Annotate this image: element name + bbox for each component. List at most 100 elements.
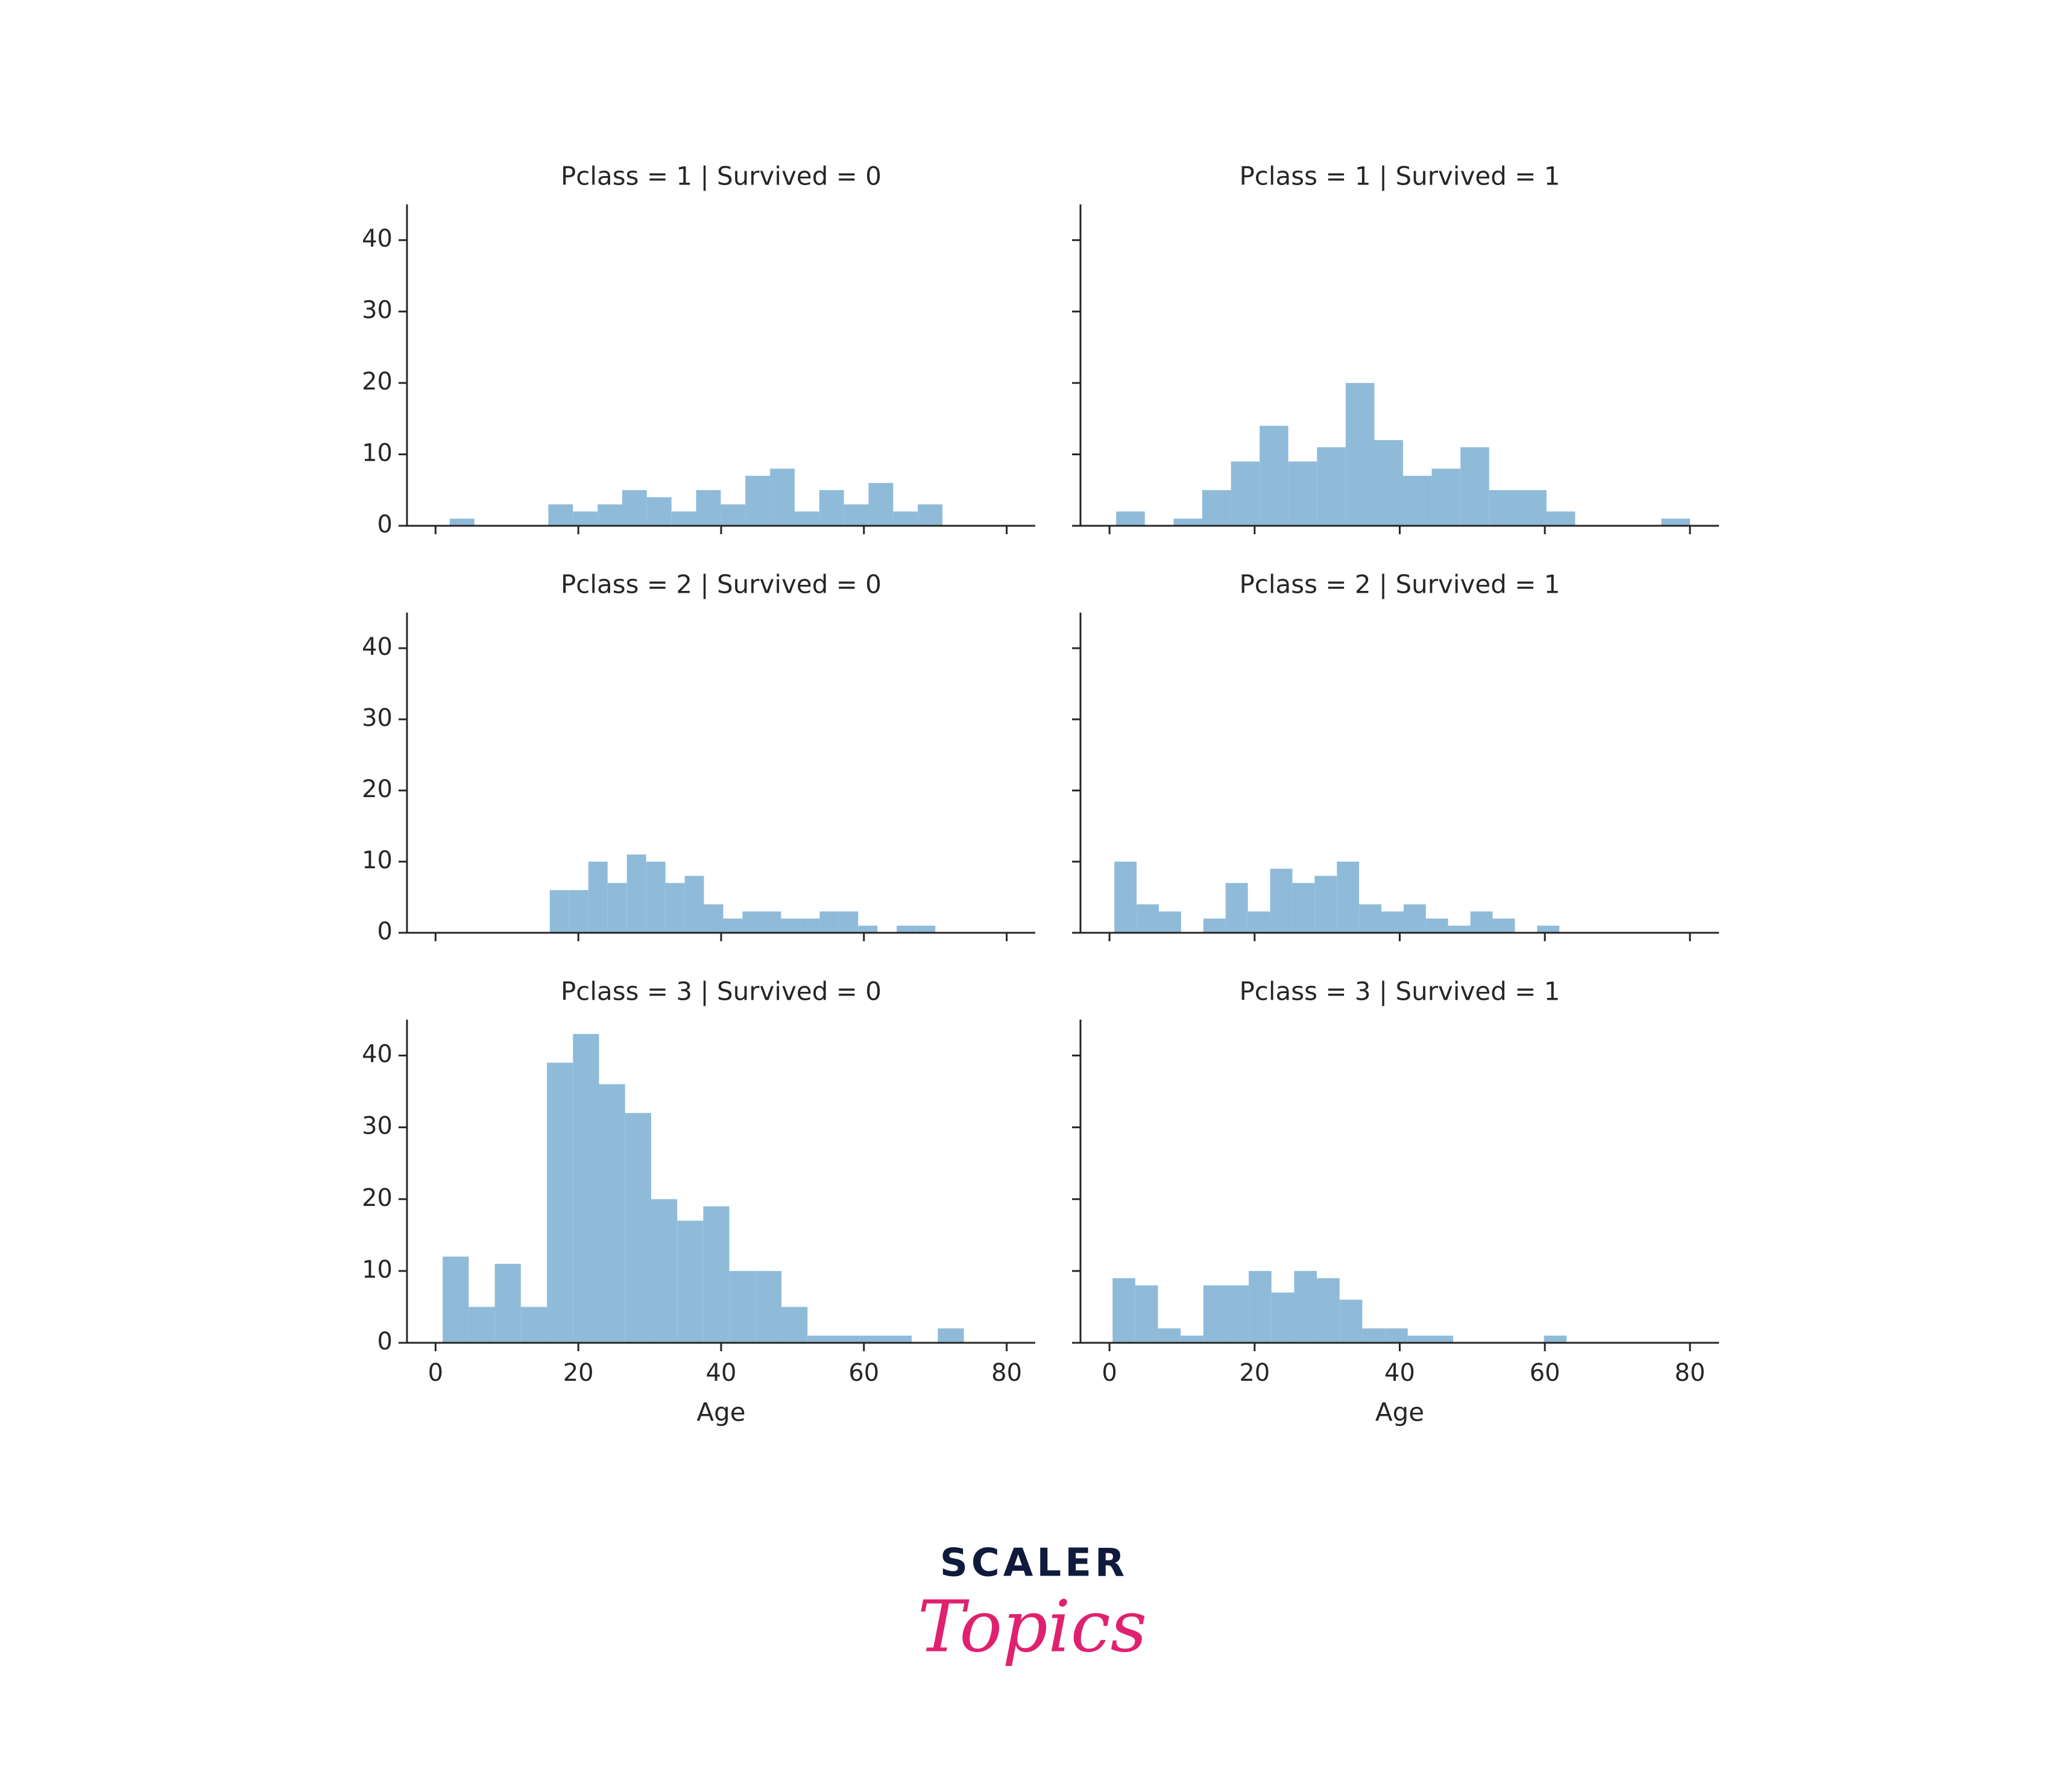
histogram-bar bbox=[573, 1033, 599, 1343]
histogram-bar bbox=[573, 511, 598, 526]
histogram-bar bbox=[1249, 1270, 1272, 1343]
x-axis-label: Age bbox=[696, 1398, 745, 1427]
histogram-bar bbox=[1203, 918, 1226, 933]
histogram-bar bbox=[800, 918, 820, 933]
histogram-bar bbox=[1226, 1285, 1249, 1343]
histogram-bar bbox=[1537, 926, 1560, 933]
histogram-bar bbox=[1317, 447, 1346, 526]
histogram-bar bbox=[1317, 1278, 1340, 1343]
histogram-bar bbox=[897, 926, 916, 933]
y-tick-label: 10 bbox=[362, 440, 393, 467]
x-tick-label: 60 bbox=[848, 1359, 879, 1387]
histogram-bar bbox=[1202, 490, 1231, 526]
subplot: Pclass = 1 | Survived = 1 bbox=[1072, 162, 1719, 534]
histogram-bar bbox=[781, 1307, 808, 1343]
histogram-bar bbox=[1492, 918, 1515, 933]
y-tick-label: 10 bbox=[362, 847, 393, 874]
histogram-bar bbox=[794, 511, 819, 526]
x-tick-label: 40 bbox=[1384, 1359, 1415, 1387]
histogram-bar bbox=[646, 862, 666, 933]
histogram-bar bbox=[745, 476, 771, 526]
histogram-bar bbox=[781, 918, 801, 933]
x-axis-label: Age bbox=[1375, 1398, 1424, 1427]
histogram-bar bbox=[1231, 461, 1260, 526]
logo-script: Topics bbox=[918, 1585, 1147, 1668]
histogram-bar bbox=[468, 1307, 495, 1343]
histogram-bar bbox=[807, 1336, 834, 1343]
histogram-bar bbox=[443, 1257, 469, 1343]
histogram-bar bbox=[1448, 926, 1471, 933]
x-tick-label: 80 bbox=[991, 1359, 1022, 1387]
histogram-bar bbox=[770, 469, 795, 526]
y-tick-label: 40 bbox=[362, 633, 393, 661]
histogram-bar bbox=[1518, 490, 1547, 526]
histogram-bar bbox=[1114, 862, 1137, 933]
histogram-bar bbox=[1112, 1278, 1135, 1343]
subplot: Pclass = 3 | Survived = 1 0 20 40 60 80 Age bbox=[1072, 977, 1719, 1427]
histogram-bar bbox=[723, 918, 743, 933]
logo: SCALER Topics bbox=[918, 1541, 1147, 1668]
y-tick-label: 10 bbox=[362, 1256, 393, 1284]
histogram-bar bbox=[1381, 911, 1404, 933]
histogram-bar bbox=[839, 911, 859, 933]
y-tick-label: 0 bbox=[377, 511, 393, 538]
histogram-bar bbox=[651, 1199, 678, 1343]
histogram-bar bbox=[755, 1270, 782, 1343]
x-tick-label: 40 bbox=[706, 1359, 737, 1387]
histogram-bar bbox=[696, 490, 721, 526]
histogram-bar bbox=[1430, 1336, 1454, 1343]
histogram-bar bbox=[520, 1307, 547, 1343]
histogram-bar bbox=[1158, 1328, 1181, 1343]
subplot: Pclass = 1 | Survived = 0 0 10 20 30 40 bbox=[362, 162, 1035, 538]
histogram-bar bbox=[742, 911, 762, 933]
histogram-bar bbox=[677, 1220, 704, 1343]
x-tick-label: 20 bbox=[1239, 1359, 1270, 1387]
histogram-bar bbox=[1374, 440, 1404, 526]
panel-title: Pclass = 1 | Survived = 1 bbox=[1239, 162, 1560, 191]
histogram-bar bbox=[450, 519, 475, 526]
histogram-bar bbox=[547, 1062, 573, 1343]
histogram-bar bbox=[1270, 868, 1293, 933]
histogram-bar bbox=[1546, 511, 1575, 526]
y-tick-label: 40 bbox=[362, 225, 393, 253]
histogram-bar bbox=[569, 890, 588, 933]
histogram-bar bbox=[916, 926, 936, 933]
histogram-bar bbox=[1116, 511, 1145, 526]
histogram-bar bbox=[548, 504, 573, 526]
histogram-bar bbox=[1271, 1292, 1295, 1343]
y-tick-label: 30 bbox=[362, 704, 393, 732]
histogram-bar bbox=[885, 1336, 912, 1343]
x-tick-label: 20 bbox=[563, 1359, 594, 1387]
histogram-bar bbox=[833, 1336, 860, 1343]
histogram-bar bbox=[858, 926, 878, 933]
histogram-bar bbox=[1403, 476, 1432, 526]
histogram-bar bbox=[1181, 1336, 1203, 1343]
histogram-bar bbox=[893, 511, 918, 526]
histogram-bar bbox=[703, 1206, 730, 1343]
histogram-bar bbox=[1294, 1270, 1317, 1343]
histogram-bar bbox=[622, 490, 647, 526]
panel-title: Pclass = 2 | Survived = 0 bbox=[561, 570, 882, 599]
facet-grid: Pclass = 1 | Survived = 0010203040Pclass… bbox=[362, 162, 1719, 1427]
subplot: Pclass = 3 | Survived = 0 0 10 20 30 40 0 20 40 6… bbox=[362, 977, 1035, 1427]
y-tick-label: 0 bbox=[377, 918, 393, 945]
histogram-bar bbox=[1385, 1328, 1408, 1343]
histogram-bar bbox=[599, 1084, 625, 1343]
x-tick-label: 0 bbox=[428, 1359, 443, 1387]
histogram-bar bbox=[868, 482, 894, 526]
panel-title: Pclass = 2 | Survived = 1 bbox=[1239, 570, 1560, 599]
x-tick-label: 60 bbox=[1530, 1359, 1560, 1387]
histogram-bar bbox=[1345, 383, 1375, 526]
histogram-bar bbox=[1225, 883, 1248, 933]
subplot: Pclass = 2 | Survived = 0 0 10 20 30 40 bbox=[362, 570, 1035, 945]
histogram-bar bbox=[588, 862, 608, 933]
histogram-bar bbox=[549, 890, 569, 933]
histogram-bar bbox=[625, 1112, 651, 1343]
histogram-bar bbox=[1339, 1299, 1363, 1343]
histogram-bar bbox=[918, 504, 943, 526]
histogram-bar bbox=[729, 1270, 755, 1343]
y-tick-label: 40 bbox=[362, 1041, 393, 1068]
y-tick-label: 30 bbox=[362, 1112, 393, 1140]
histogram-bar bbox=[684, 875, 704, 933]
histogram-bar bbox=[665, 883, 685, 933]
